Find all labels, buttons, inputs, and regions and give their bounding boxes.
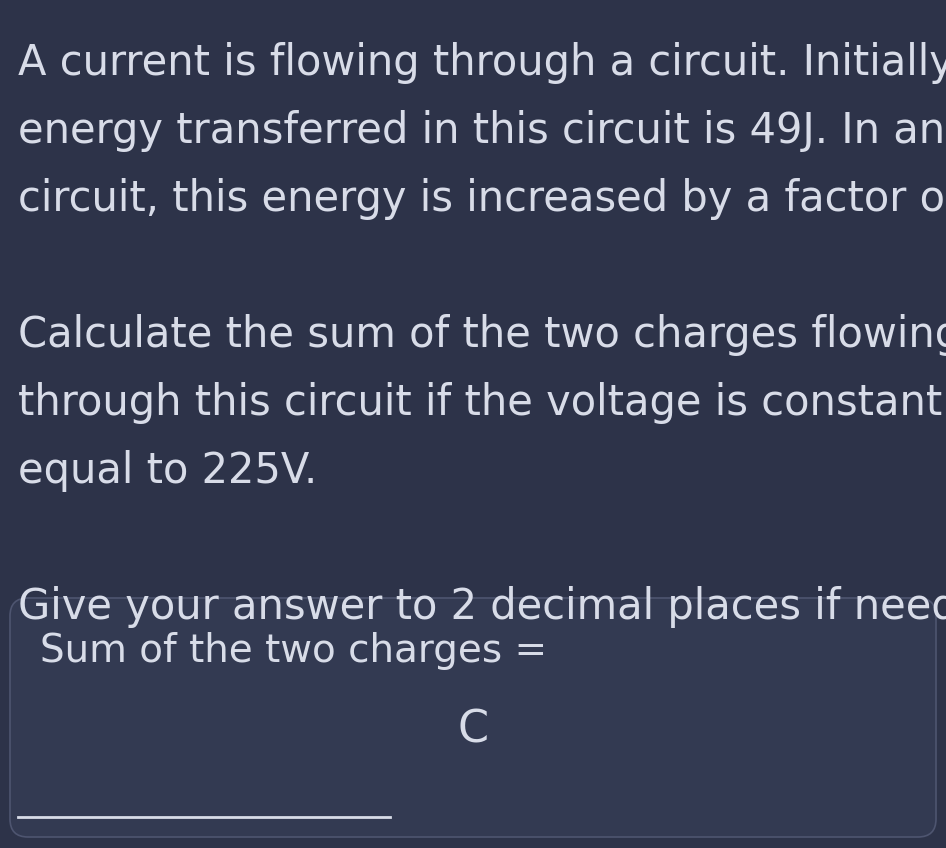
Text: circuit, this energy is increased by a factor of 7.: circuit, this energy is increased by a f… xyxy=(18,178,946,220)
Text: through this circuit if the voltage is constant and: through this circuit if the voltage is c… xyxy=(18,382,946,424)
Text: Calculate the sum of the two charges flowing: Calculate the sum of the two charges flo… xyxy=(18,314,946,356)
Text: A current is flowing through a circuit. Initially, the: A current is flowing through a circuit. … xyxy=(18,42,946,84)
FancyBboxPatch shape xyxy=(10,598,936,837)
Text: energy transferred in this circuit is 49J. In another: energy transferred in this circuit is 49… xyxy=(18,110,946,152)
Text: equal to 225V.: equal to 225V. xyxy=(18,450,317,492)
Text: C: C xyxy=(458,708,488,751)
Text: Give your answer to 2 decimal places if needed.: Give your answer to 2 decimal places if … xyxy=(18,586,946,628)
Text: Sum of the two charges =: Sum of the two charges = xyxy=(40,632,547,670)
